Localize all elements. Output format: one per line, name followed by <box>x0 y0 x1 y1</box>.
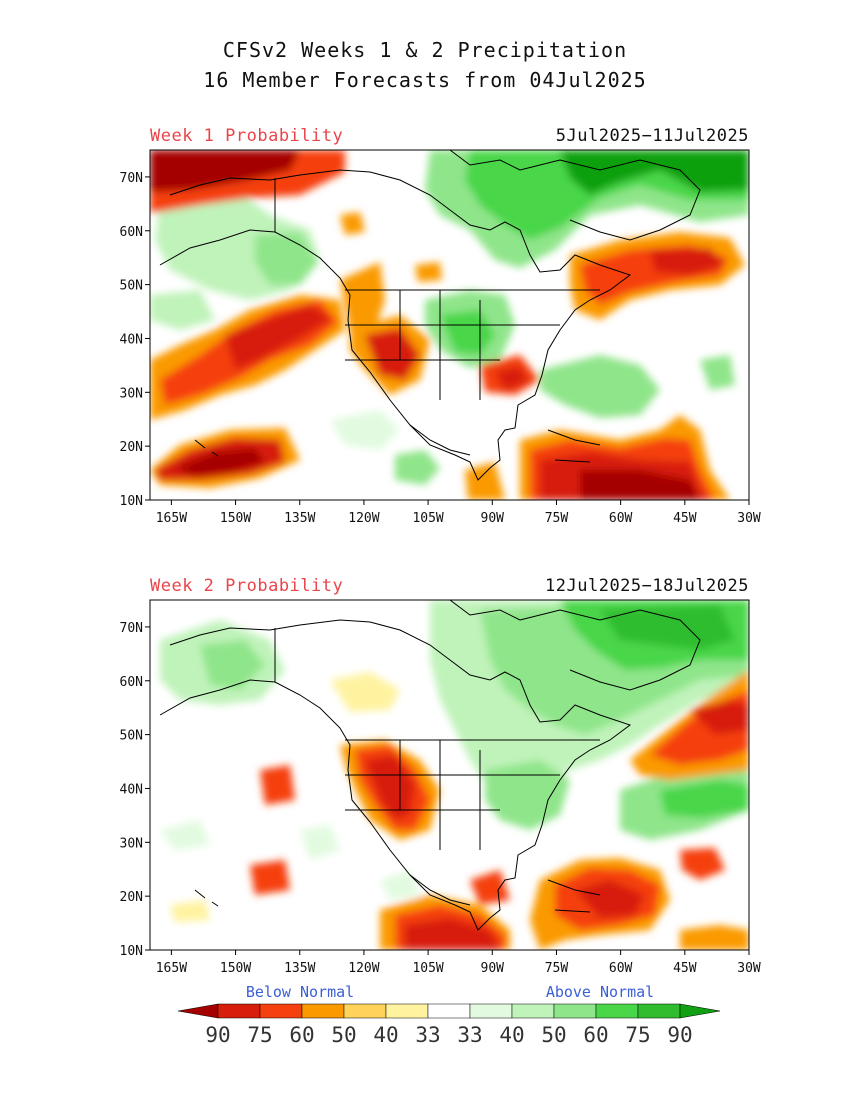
lon-tick-label: 90W <box>481 511 505 526</box>
lon-tick-label: 120W <box>348 961 379 976</box>
lat-tick-label: 30N <box>120 386 143 401</box>
legend-swatch <box>259 1003 303 1019</box>
lon-tick-label: 60W <box>609 511 633 526</box>
lat-tick-label: 40N <box>120 332 143 347</box>
legend-arrow-right <box>679 1003 721 1019</box>
lon-tick-label: 150W <box>220 511 251 526</box>
legend-value: 40 <box>499 1023 524 1047</box>
lat-tick-label: 60N <box>120 675 143 690</box>
lon-tick-label: 60W <box>609 961 633 976</box>
lon-tick-label: 75W <box>545 511 569 526</box>
legend-swatch <box>637 1003 681 1019</box>
legend-value: 90 <box>667 1023 692 1047</box>
legend-swatch <box>385 1003 429 1019</box>
legend-value: 75 <box>625 1023 650 1047</box>
legend-value: 40 <box>373 1023 398 1047</box>
lon-tick-label: 150W <box>220 961 251 976</box>
lat-tick-label: 20N <box>120 890 143 905</box>
legend-swatch <box>553 1003 597 1019</box>
lon-tick-label: 120W <box>348 511 379 526</box>
above-normal-label: Above Normal <box>546 983 654 1001</box>
figure-title: CFSv2 Weeks 1 & 2 Precipitation <box>222 38 628 62</box>
legend-swatch <box>595 1003 639 1019</box>
week2-dates: 12Jul2025−18Jul2025 <box>545 576 749 596</box>
lat-tick-label: 60N <box>120 225 143 240</box>
lat-tick-label: 10N <box>120 944 143 959</box>
lon-tick-label: 135W <box>284 511 315 526</box>
legend-value: 60 <box>583 1023 608 1047</box>
legend-swatch <box>469 1003 513 1019</box>
lon-tick-label: 90W <box>481 961 505 976</box>
lon-tick-label: 165W <box>156 511 187 526</box>
week2-label: Week 2 Probability <box>150 576 344 596</box>
week1-dates: 5Jul2025−11Jul2025 <box>555 126 749 146</box>
lon-tick-label: 165W <box>156 961 187 976</box>
legend-swatch <box>217 1003 261 1019</box>
legend-swatch <box>301 1003 345 1019</box>
lon-tick-label: 45W <box>673 511 697 526</box>
legend-value: 33 <box>457 1023 482 1047</box>
legend-value: 50 <box>331 1023 356 1047</box>
legend-value: 90 <box>205 1023 230 1047</box>
legend-value: 60 <box>289 1023 314 1047</box>
legend-swatch <box>511 1003 555 1019</box>
week1-map: 165W 150W 135W 120W 105W 90W 75W 60W 45W 30W 70N 60… <box>120 149 761 526</box>
lat-tick-label: 20N <box>120 440 143 455</box>
lon-tick-label: 75W <box>545 961 569 976</box>
lat-tick-label: 40N <box>120 782 143 797</box>
figure-subtitle: 16 Member Forecasts from 04Jul2025 <box>203 68 647 92</box>
week2-map: 165W 150W 135W 120W 105W 90W 75W 60W 45W 30W 70N 60… <box>120 599 761 976</box>
color-legend: Below Normal Above Normal 90 75 60 50 40 33 33… <box>177 983 721 1047</box>
lon-tick-label: 105W <box>412 961 443 976</box>
legend-value: 75 <box>247 1023 272 1047</box>
lon-tick-label: 45W <box>673 961 697 976</box>
lat-tick-label: 10N <box>120 494 143 509</box>
legend-swatch <box>427 1003 471 1019</box>
below-normal-label: Below Normal <box>246 983 354 1001</box>
legend-arrow-left <box>177 1003 219 1019</box>
lat-tick-label: 70N <box>120 171 143 186</box>
lon-tick-label: 135W <box>284 961 315 976</box>
legend-value: 33 <box>415 1023 440 1047</box>
lat-tick-label: 50N <box>120 279 143 294</box>
lat-tick-label: 70N <box>120 621 143 636</box>
week1-label: Week 1 Probability <box>150 126 344 146</box>
lat-tick-label: 50N <box>120 729 143 744</box>
lon-tick-label: 30W <box>737 511 761 526</box>
lon-tick-label: 30W <box>737 961 761 976</box>
lat-tick-label: 30N <box>120 836 143 851</box>
legend-swatch <box>343 1003 387 1019</box>
lon-tick-label: 105W <box>412 511 443 526</box>
legend-value: 50 <box>541 1023 566 1047</box>
